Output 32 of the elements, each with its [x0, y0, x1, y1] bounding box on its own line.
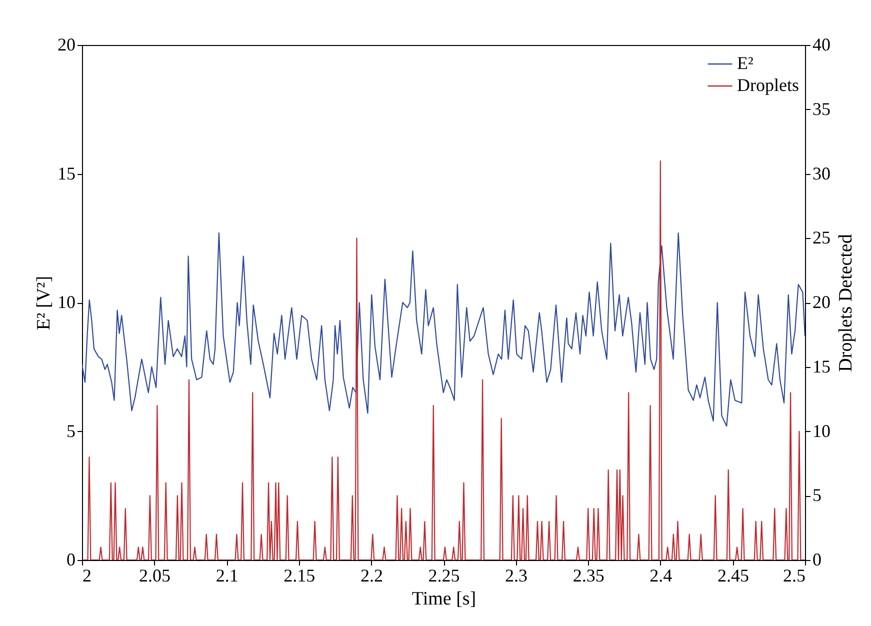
y-tick-label: 0 [66, 550, 76, 570]
y2-tick-label: 15 [812, 356, 830, 376]
x-axis-title: Time [s] [412, 588, 476, 610]
x-tick-label: 2.3 [505, 566, 528, 586]
y-axis-title: E² [V²] [34, 276, 54, 330]
y-tick-label: 10 [58, 292, 76, 312]
line-series [82, 160, 805, 560]
x-tick-label: 2.15 [284, 566, 316, 586]
y2-tick-label: 25 [812, 228, 830, 248]
y-tick-label: 5 [66, 420, 76, 441]
x-tick-label: 2.25 [428, 566, 460, 586]
x-tick-label: 2.2 [360, 566, 383, 586]
y2-tick-label: 5 [812, 485, 822, 506]
y2-axis-title: Droplets Detected [836, 234, 856, 372]
y2-tick-label: 35 [812, 98, 830, 119]
y2-tick-label: 10 [812, 420, 830, 441]
legend-label: Droplets [737, 75, 799, 95]
x-tick-label: 2.35 [572, 566, 604, 586]
y2-tick-label: 40 [812, 34, 830, 54]
y2-tick-label: 20 [812, 292, 830, 312]
x-tick-label: 2.5 [783, 566, 806, 586]
x-tick-label: 2.05 [139, 566, 171, 586]
x-tick-label: 2.1 [216, 566, 238, 586]
y-tick-label: 20 [58, 34, 76, 54]
y2-tick-label: 30 [812, 163, 830, 184]
x-tick-label: 2.45 [717, 566, 749, 586]
x-tick-label: 2.4 [650, 566, 672, 586]
y-tick-label: 15 [58, 163, 76, 184]
legend-label: E² [737, 53, 754, 73]
x-tick-label: 2 [82, 566, 92, 586]
y2-tick-label: 0 [812, 550, 822, 570]
line-series [82, 232, 805, 427]
